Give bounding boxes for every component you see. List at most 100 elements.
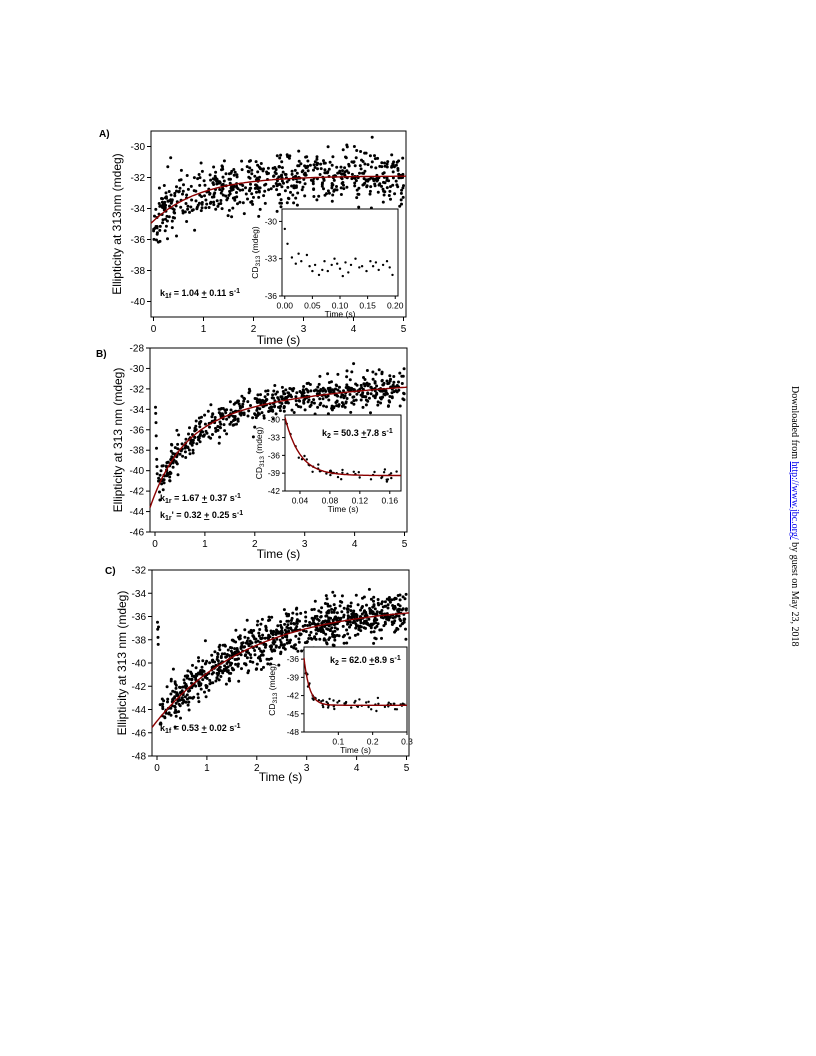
main-point bbox=[273, 649, 277, 653]
main-point bbox=[215, 199, 219, 203]
main-point bbox=[326, 394, 330, 398]
inset-xtick-label: 0.15 bbox=[359, 301, 376, 311]
main-point bbox=[270, 615, 274, 619]
inset-point bbox=[380, 476, 383, 480]
inset-point bbox=[391, 273, 394, 277]
inset-ytick-label: -36 bbox=[287, 654, 300, 664]
main-point bbox=[159, 469, 163, 473]
inset-point bbox=[286, 242, 289, 245]
journal-link[interactable]: http://www.jbc.org/ bbox=[789, 461, 800, 540]
main-point bbox=[222, 667, 226, 671]
main-point bbox=[355, 619, 359, 622]
main-point bbox=[325, 614, 329, 618]
inset-point bbox=[297, 456, 300, 459]
main-point bbox=[312, 163, 316, 167]
main-point bbox=[352, 145, 356, 148]
inset-point bbox=[330, 263, 333, 267]
inset-point bbox=[336, 262, 339, 265]
main-point bbox=[253, 425, 257, 429]
main-point bbox=[337, 403, 341, 407]
main-point bbox=[310, 622, 314, 626]
inset-point bbox=[377, 702, 380, 705]
main-point bbox=[255, 408, 259, 412]
main-ytick-label: -34 bbox=[130, 405, 145, 416]
main-point bbox=[277, 663, 281, 667]
main-point bbox=[369, 385, 373, 389]
inset-point bbox=[393, 708, 397, 711]
main-point bbox=[236, 399, 240, 403]
main-point bbox=[345, 628, 349, 632]
inset-ytick-label: -33 bbox=[268, 433, 281, 443]
main-point bbox=[342, 613, 346, 617]
main-point bbox=[253, 174, 257, 178]
main-point bbox=[187, 448, 191, 452]
main-point bbox=[282, 406, 286, 410]
inset-point bbox=[360, 265, 364, 268]
main-point bbox=[220, 164, 224, 168]
main-point bbox=[197, 438, 200, 442]
main-point bbox=[364, 179, 368, 183]
main-point bbox=[259, 636, 263, 640]
main-point bbox=[232, 168, 236, 171]
main-point bbox=[325, 642, 329, 646]
main-point bbox=[253, 412, 257, 416]
main-point bbox=[366, 399, 370, 403]
main-point bbox=[277, 398, 281, 402]
main-point bbox=[192, 189, 196, 193]
inset-point bbox=[367, 700, 370, 703]
main-point bbox=[391, 604, 395, 607]
main-point bbox=[373, 157, 377, 161]
main-point bbox=[292, 186, 296, 190]
x-axis-title: Time (s) bbox=[257, 333, 301, 347]
main-point bbox=[236, 417, 240, 421]
main-point bbox=[350, 370, 354, 374]
main-point bbox=[218, 181, 222, 185]
main-point bbox=[369, 185, 373, 189]
main-point bbox=[295, 171, 299, 175]
main-point bbox=[275, 154, 279, 158]
main-point bbox=[348, 636, 352, 640]
main-point bbox=[372, 622, 376, 626]
main-point bbox=[290, 184, 294, 188]
main-point bbox=[248, 630, 252, 634]
main-point bbox=[348, 393, 352, 396]
main-point bbox=[217, 407, 221, 411]
main-point bbox=[203, 675, 207, 679]
main-point bbox=[166, 199, 170, 203]
inset-chart: 0.04 0.08 0.12 0.16 -42 -39 -36 -33 -30 Time (s) C… bbox=[254, 414, 402, 514]
main-point bbox=[199, 161, 203, 165]
main-point bbox=[249, 404, 252, 407]
inset-point bbox=[325, 700, 328, 704]
main-point bbox=[346, 610, 350, 614]
main-point bbox=[360, 612, 364, 616]
main-point bbox=[200, 669, 204, 672]
main-point bbox=[381, 616, 385, 620]
main-point bbox=[221, 175, 225, 179]
main-point bbox=[376, 601, 380, 605]
main-point bbox=[227, 177, 231, 181]
main-point bbox=[225, 408, 229, 412]
inset-point bbox=[395, 470, 398, 473]
main-point bbox=[339, 165, 343, 169]
main-point bbox=[254, 667, 258, 671]
main-point bbox=[198, 434, 202, 438]
main-point bbox=[242, 396, 246, 400]
main-point bbox=[152, 227, 156, 231]
main-point bbox=[280, 160, 284, 164]
main-point bbox=[232, 402, 236, 406]
main-point bbox=[198, 672, 202, 676]
main-point bbox=[335, 188, 339, 192]
inset-point bbox=[369, 478, 373, 481]
main-point bbox=[310, 616, 314, 620]
main-point bbox=[316, 385, 320, 389]
main-point bbox=[359, 398, 363, 402]
main-point bbox=[258, 207, 262, 211]
main-point bbox=[292, 411, 296, 414]
main-point bbox=[283, 643, 286, 647]
inset-point bbox=[317, 273, 321, 277]
main-point bbox=[254, 640, 258, 644]
main-point bbox=[398, 593, 402, 597]
main-point bbox=[169, 201, 173, 205]
main-xtick-label: 2 bbox=[252, 539, 258, 550]
